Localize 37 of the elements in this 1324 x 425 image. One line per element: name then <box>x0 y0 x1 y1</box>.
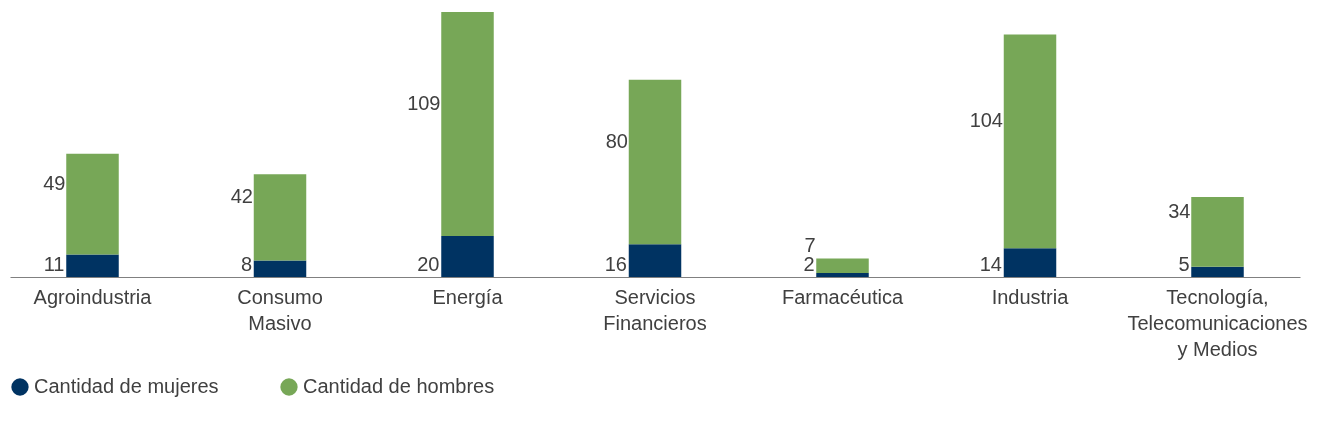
data-label: 49 <box>43 172 66 195</box>
x-tick-label: Industria <box>991 285 1070 308</box>
bar <box>628 244 682 277</box>
data-label: 2 <box>803 253 815 275</box>
bar <box>441 235 494 277</box>
data-label: 34 <box>1168 199 1191 222</box>
bar <box>816 272 869 277</box>
x-tick-label: Servicios Financieros <box>603 285 707 334</box>
bar <box>441 12 494 236</box>
data-label: 104 <box>969 109 1003 132</box>
data-label: 42 <box>230 185 253 208</box>
data-label: 7 <box>804 233 816 256</box>
bar <box>1191 266 1244 277</box>
data-label: 5 <box>1178 253 1190 275</box>
data-label: 11 <box>43 253 65 275</box>
legend-label: Cantidad de hombres <box>303 375 495 397</box>
legend-label: Cantidad de mujeres <box>34 375 219 397</box>
data-label: 16 <box>604 253 627 275</box>
bar <box>628 79 682 245</box>
data-label: 20 <box>417 253 440 275</box>
data-label: 80 <box>605 129 628 152</box>
bar <box>1191 196 1244 267</box>
x-tick-label: Tecnología, Telecomunicaciones y Medios <box>1127 285 1308 360</box>
x-tick-label: Energía <box>432 285 504 308</box>
bar <box>66 254 119 277</box>
bar <box>1003 34 1057 249</box>
bar <box>253 174 307 261</box>
data-label: 14 <box>979 253 1002 275</box>
data-label: 109 <box>407 91 441 114</box>
bar <box>1003 248 1057 277</box>
bar <box>816 258 869 273</box>
x-tick-label: Farmacéutica <box>781 285 904 308</box>
bar <box>253 260 307 277</box>
data-label: 8 <box>240 253 252 275</box>
bar <box>66 153 119 255</box>
x-tick-label: Consumo Masivo <box>237 285 323 334</box>
x-tick-label: Agroindustria <box>33 285 153 308</box>
